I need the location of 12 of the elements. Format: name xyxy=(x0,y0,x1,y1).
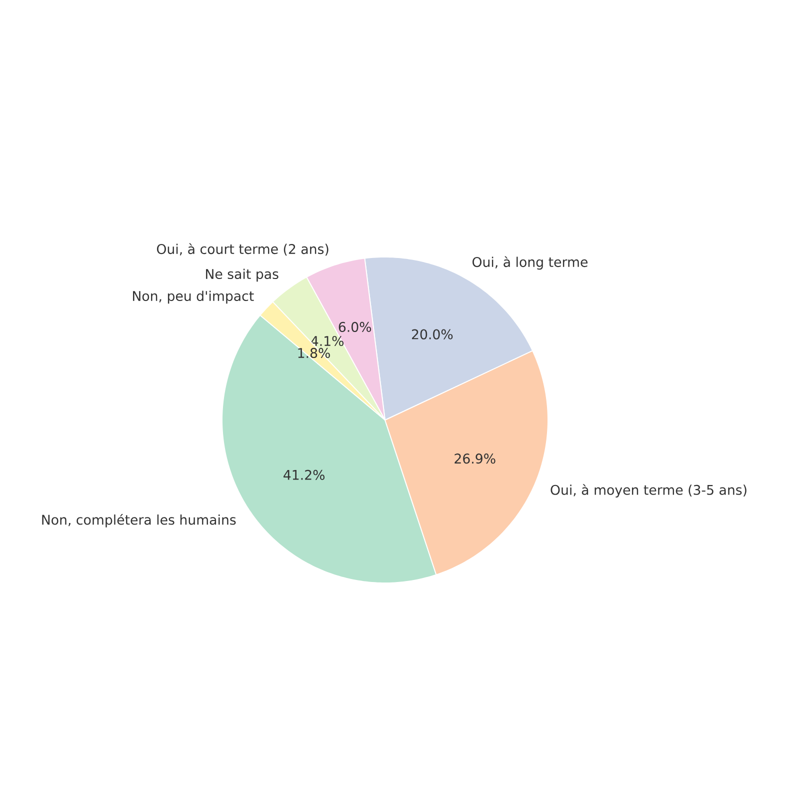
data-label: 4.1% xyxy=(311,336,344,346)
slice-label: Oui, à long terme xyxy=(472,256,588,270)
data-label: 20.0% xyxy=(412,329,453,340)
data-label: 41.2% xyxy=(284,470,325,480)
data-label: 1.8% xyxy=(298,348,330,358)
slice-label: Ne sait pas xyxy=(206,268,278,282)
data-label: 26.9% xyxy=(454,454,496,464)
slice-label: Non, peu d'impact xyxy=(133,290,254,304)
slice-label: Oui, à moyen terme (3-5 ans) xyxy=(550,484,746,498)
slice-label: Oui, à court terme (2 ans) xyxy=(156,243,328,256)
data-label: 6.0% xyxy=(338,322,372,332)
slice-label: Non, complétera les humains xyxy=(42,514,236,528)
